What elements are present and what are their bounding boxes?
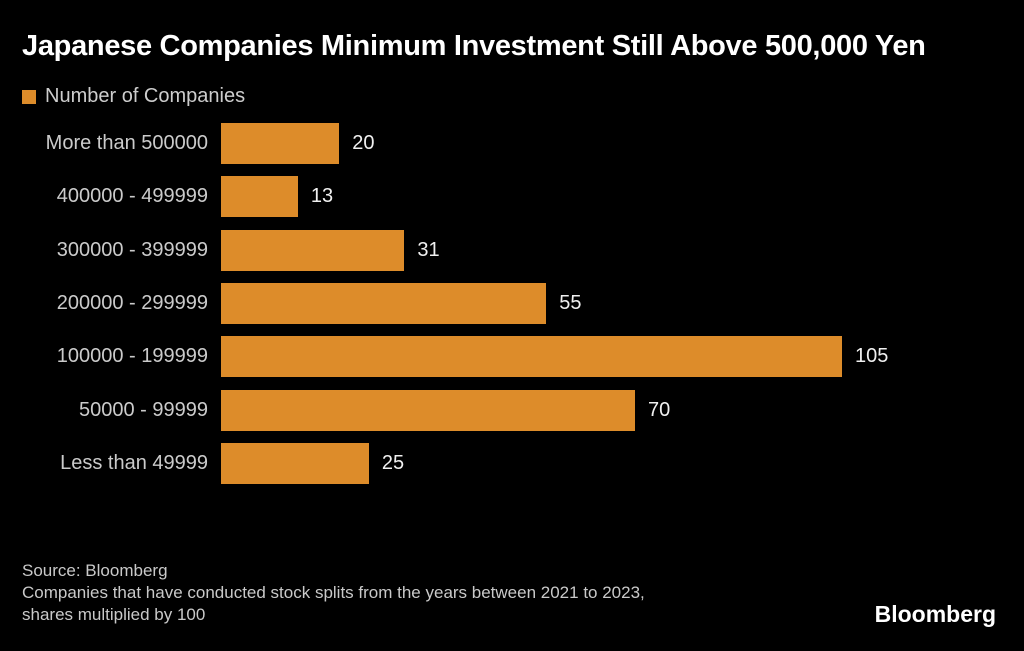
bar — [221, 283, 547, 325]
value-label: 55 — [559, 292, 582, 315]
bloomberg-logo: Bloomberg — [874, 601, 996, 627]
chart-title: Japanese Companies Minimum Investment St… — [22, 30, 926, 62]
category-label: Less than 49999 — [60, 451, 208, 474]
bar — [221, 442, 369, 484]
chart-row: 100000 - 199999 105 — [0, 330, 1024, 383]
chart-row: 400000 - 499999 13 — [0, 170, 1024, 223]
category-label: 400000 - 499999 — [56, 185, 208, 208]
category-label: 100000 - 199999 — [56, 345, 208, 368]
bar — [221, 389, 635, 431]
bar-chart: More than 500000 20 400000 - 499999 13 30000… — [0, 117, 1024, 490]
category-label: 300000 - 399999 — [56, 238, 208, 261]
note-line-1: Companies that have conducted stock spli… — [22, 583, 645, 602]
value-label: 20 — [352, 132, 375, 155]
source-line: Source: Bloomberg — [22, 561, 168, 580]
chart-row: 50000 - 99999 70 — [0, 383, 1024, 436]
value-label: 13 — [310, 185, 334, 208]
value-label: 70 — [648, 398, 671, 421]
chart-row: 200000 - 299999 55 — [0, 277, 1024, 330]
chart-row: More than 500000 20 — [0, 117, 1024, 170]
bar — [221, 176, 298, 218]
bar — [221, 336, 842, 378]
legend-swatch-icon — [22, 90, 36, 104]
chart-row: Less than 49999 25 — [0, 437, 1024, 490]
value-label: 105 — [855, 345, 889, 368]
category-label: More than 500000 — [45, 132, 208, 155]
category-label: 200000 - 299999 — [56, 292, 208, 315]
bar — [221, 229, 405, 271]
chart-row: 300000 - 399999 31 — [0, 224, 1024, 277]
category-label: 50000 - 99999 — [78, 398, 208, 421]
legend: Number of Companies — [22, 85, 245, 108]
bar — [221, 123, 340, 165]
note-line-2: shares multiplied by 100 — [22, 605, 206, 624]
value-label: 31 — [417, 238, 440, 261]
footer: Source: Bloomberg Companies that have co… — [22, 560, 645, 626]
legend-label: Number of Companies — [45, 85, 246, 107]
value-label: 25 — [381, 451, 405, 474]
